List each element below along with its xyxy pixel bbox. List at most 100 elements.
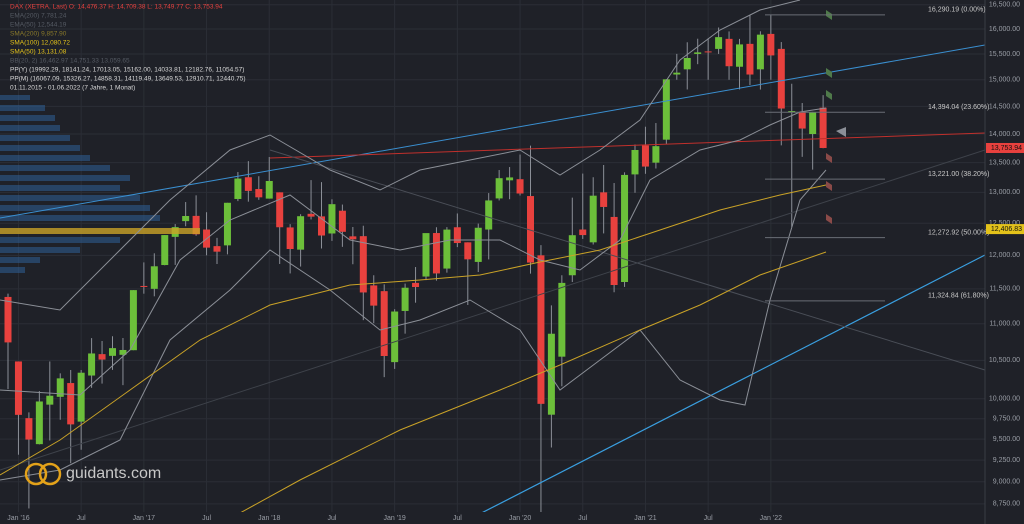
y-tick-label: 9,750.00 bbox=[993, 416, 1020, 423]
candle-body bbox=[328, 204, 336, 234]
candle-body bbox=[631, 149, 639, 175]
candle-body bbox=[516, 179, 524, 194]
candle-body bbox=[150, 266, 158, 289]
candle-body bbox=[756, 34, 764, 70]
y-tick-label: 12,000.00 bbox=[989, 252, 1020, 259]
legend-entry: SMA(100) 12,080.72 bbox=[10, 40, 70, 47]
y-tick-label: 11,500.00 bbox=[989, 286, 1020, 293]
candle-body bbox=[286, 227, 294, 249]
x-tick-label: Jul bbox=[202, 515, 211, 522]
candle-body bbox=[474, 227, 482, 262]
candle-body bbox=[527, 196, 534, 263]
candle-body bbox=[621, 174, 629, 283]
plot bbox=[0, 0, 985, 512]
candle-body bbox=[25, 418, 33, 440]
legend-entry: EMA(50) 12,544.19 bbox=[10, 22, 67, 29]
x-tick-label: Jul bbox=[578, 515, 587, 522]
overlays bbox=[0, 0, 985, 512]
candle-body bbox=[4, 296, 12, 343]
candle-body bbox=[213, 246, 221, 252]
candle-body bbox=[746, 43, 754, 75]
bollinger-mid bbox=[0, 107, 827, 396]
trend-line bbox=[482, 254, 985, 512]
volume-profile bbox=[0, 95, 160, 273]
candle-body bbox=[537, 255, 545, 404]
fib-label: 16,290.19 (0.00%) bbox=[928, 7, 986, 14]
candle-body bbox=[443, 229, 451, 269]
candle-body bbox=[161, 235, 169, 266]
bollinger-upper bbox=[0, 0, 801, 311]
fib-label: 11,324.84 (61.80%) bbox=[928, 293, 989, 300]
candle-body bbox=[276, 192, 284, 228]
candle-body bbox=[673, 72, 681, 75]
candle-body bbox=[297, 216, 305, 250]
candle-body bbox=[35, 401, 43, 445]
candle-body bbox=[182, 216, 190, 222]
candle-body bbox=[234, 178, 242, 199]
candle-body bbox=[119, 349, 127, 355]
candle-body bbox=[370, 285, 378, 306]
x-tick-label: Jan '17 bbox=[133, 515, 155, 522]
legend-entry: EMA(200) 7,781.24 bbox=[10, 13, 67, 20]
x-tick-label: Jan '22 bbox=[760, 515, 782, 522]
legend-entry: DAX (XETRA, Last) O: 14,476.37 H: 14,709… bbox=[10, 4, 223, 11]
candle-body bbox=[46, 395, 54, 405]
price-tag-label: 12,406.83 bbox=[991, 226, 1022, 233]
candle-body bbox=[798, 111, 806, 129]
y-tick-label: 11,000.00 bbox=[989, 321, 1020, 328]
poc-bar bbox=[0, 228, 200, 234]
candle-body bbox=[506, 177, 514, 181]
candle-body bbox=[809, 112, 817, 135]
y-tick-label: 15,500.00 bbox=[989, 51, 1020, 58]
candle-body bbox=[464, 242, 472, 260]
legend-entry: 01.11.2015 - 01.06.2022 (7 Jahre, 1 Mona… bbox=[10, 85, 135, 92]
candle-body bbox=[422, 233, 430, 277]
candle-body bbox=[140, 285, 148, 287]
candle-body bbox=[192, 215, 200, 235]
candle-body bbox=[380, 291, 388, 356]
fib-label: 13,221.00 (38.20%) bbox=[928, 171, 990, 178]
x-tick-label: Jan '19 bbox=[383, 515, 405, 522]
bollinger-lower bbox=[0, 169, 827, 481]
candle-body bbox=[736, 44, 743, 67]
candle-body bbox=[715, 37, 723, 49]
x-tick-label: Jul bbox=[77, 515, 86, 522]
candle-body bbox=[432, 233, 440, 274]
price-tag bbox=[986, 142, 1024, 153]
price-tag-label: 13,753.94 bbox=[991, 145, 1022, 152]
candle-body bbox=[453, 227, 461, 244]
y-tick-label: 14,000.00 bbox=[989, 131, 1020, 138]
candle-body bbox=[77, 372, 85, 422]
candle-body bbox=[412, 282, 420, 288]
candle-body bbox=[600, 192, 608, 207]
candle-body bbox=[307, 213, 315, 217]
trend-line bbox=[269, 149, 985, 371]
candle-body bbox=[88, 353, 96, 376]
candle-body bbox=[109, 348, 116, 356]
y-tick-label: 12,500.00 bbox=[989, 220, 1020, 227]
y-tick-label: 14,500.00 bbox=[989, 103, 1020, 110]
candle-body bbox=[777, 48, 785, 109]
fib-label: 14,394.04 (23.60%) bbox=[928, 104, 990, 111]
y-tick-label: 13,500.00 bbox=[989, 159, 1020, 166]
candle-body bbox=[56, 378, 64, 397]
x-tick-label: Jan '20 bbox=[509, 515, 531, 522]
candle-body bbox=[255, 189, 263, 198]
trend-line bbox=[0, 44, 985, 219]
candle-body bbox=[485, 200, 493, 230]
candle-body bbox=[244, 177, 252, 191]
x-tick-label: Jan '21 bbox=[634, 515, 656, 522]
y-tick-label: 13,000.00 bbox=[989, 189, 1020, 196]
candle-body bbox=[359, 236, 367, 293]
y-tick-label: 16,000.00 bbox=[989, 26, 1020, 33]
candle-body bbox=[694, 52, 702, 54]
candle-body bbox=[223, 202, 231, 246]
fib-label: 12,272.92 (50.00%) bbox=[928, 229, 990, 236]
candle-body bbox=[98, 354, 106, 360]
x-tick-label: Jul bbox=[453, 515, 462, 522]
sma-line bbox=[240, 251, 827, 512]
candle-body bbox=[704, 51, 712, 53]
logo: guidants.com bbox=[24, 462, 161, 486]
candle-body bbox=[558, 282, 566, 357]
